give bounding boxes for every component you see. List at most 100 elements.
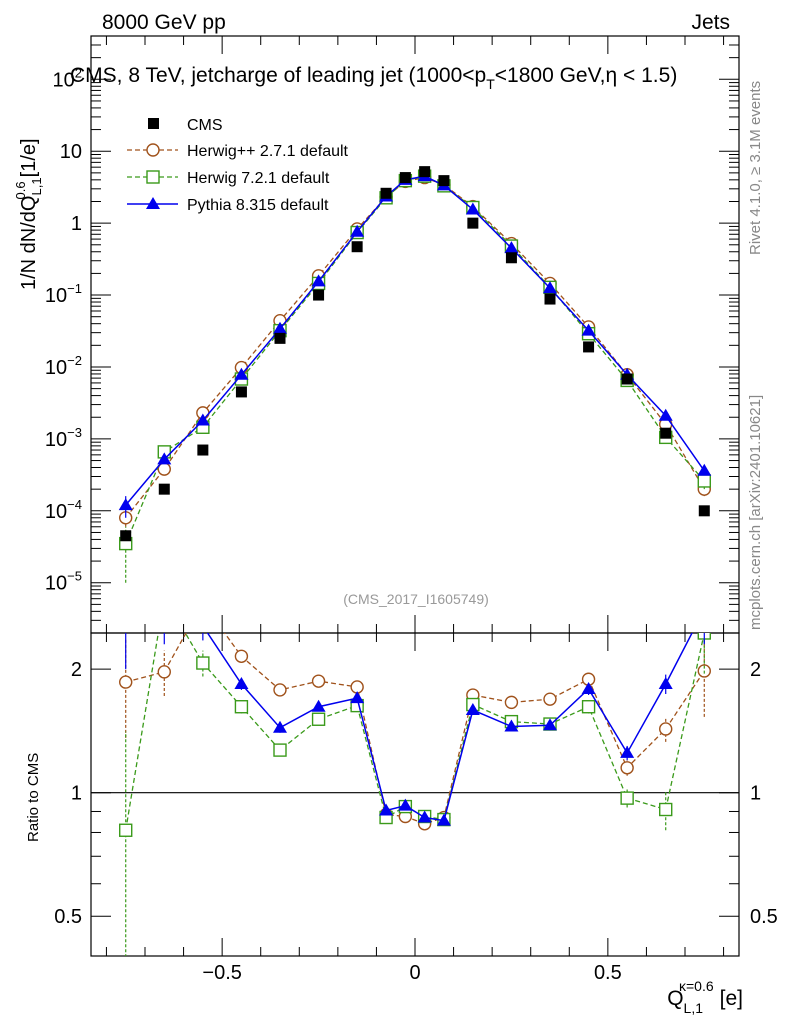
- main-cms-point: [158, 483, 170, 495]
- main-cms-point: [621, 373, 633, 385]
- main-pythia-point: [658, 408, 673, 421]
- ratio-herwigpp-point: [620, 761, 634, 775]
- plot-title: CMS, 8 TeV, jetcharge of leading jet (10…: [70, 64, 677, 92]
- ratio-herwigpp-point: [119, 675, 133, 689]
- x-axis-title: QL,1κ=0.6[e]: [667, 978, 743, 1016]
- ratio-herwigpp-point: [543, 692, 557, 706]
- ratio-herwig7-point: [311, 712, 326, 726]
- main-pythia-point: [465, 202, 480, 215]
- ratio-pythia-point: [436, 813, 451, 826]
- main-pythia-point: [543, 281, 557, 294]
- main-cms-point: [544, 293, 556, 305]
- ratio-pythia-point: [697, 602, 711, 614]
- main-cms-point: [438, 175, 450, 187]
- ratio-x-tick-label: 0.5: [594, 962, 622, 984]
- main-y-tick-label: 10−2: [45, 353, 82, 379]
- main-pythia-line: [125, 175, 705, 506]
- main-cms-point: [467, 217, 479, 229]
- legend-cms-marker: [148, 118, 159, 129]
- main-cms-point: [583, 341, 595, 353]
- legend-pythia-label: Pythia 8.315 default: [187, 197, 329, 214]
- ratio-pythia-point: [379, 803, 394, 816]
- main-cms-point: [505, 252, 517, 264]
- main-pythia-point: [697, 463, 712, 476]
- main-pythia-point: [311, 274, 326, 287]
- main-herwigpp-line: [125, 176, 705, 519]
- main-y-tick-label: 102: [53, 65, 82, 91]
- main-y-tick-label: 10−5: [45, 569, 82, 595]
- plot-title-prefix: CMS, 8 TeV, jetcharge of leading jet (10…: [70, 64, 486, 87]
- ratio-pythia-point: [417, 810, 432, 823]
- main-y-tick-label: 1: [71, 213, 82, 235]
- main-cms-point: [380, 187, 392, 199]
- ratio-axes: −0.5 0 0.5 0.5 0.5 1 1 2 2: [54, 633, 778, 984]
- ratio-pythia-point: [504, 719, 519, 732]
- ratio-pythia-point: [234, 677, 249, 690]
- legend-entry-herwigpp: Herwig++ 2.7.1 default: [127, 143, 349, 160]
- ratio-herwigpp-point: [157, 665, 171, 679]
- plot-title-suffix: <1800 GeV,η < 1.5): [495, 64, 678, 87]
- main-y-tick-label: 10−3: [45, 425, 82, 451]
- main-pythia-point: [157, 452, 172, 465]
- main-herwig7-line: [125, 175, 705, 544]
- main-axes: 10−5 10−4 10−3 10−2 10−1 1 10 102: [45, 35, 739, 634]
- ratio-herwigpp-point: [659, 722, 673, 736]
- ratio-herwigpp-point: [311, 674, 326, 688]
- main-y-tick-label: 10−1: [45, 281, 82, 307]
- ratio-y-tick-label: 1: [71, 783, 82, 805]
- ratio-herwigpp-point: [197, 597, 209, 609]
- main-cms-point: [313, 289, 325, 301]
- plot-title-sub: T: [486, 76, 495, 92]
- ratio-y-tick-label: 2: [71, 659, 82, 681]
- main-pythia-point: [581, 323, 596, 336]
- ratio-y-axis-title: Ratio to CMS: [25, 753, 42, 842]
- legend-herwig7-marker: [146, 170, 160, 184]
- legend-entry-cms: CMS: [148, 117, 223, 134]
- ratio-pythia-point: [196, 619, 210, 631]
- side-label-mcplots: mcplots.cern.ch [arXiv:2401.10621]: [747, 395, 764, 630]
- ratio-pythia-point: [658, 677, 673, 690]
- ratio-pythia-point: [311, 699, 326, 712]
- main-cms-point: [419, 166, 431, 178]
- ratio-pythia-point: [398, 798, 413, 811]
- main-y-tick-label: 10: [60, 141, 82, 163]
- ratio-y-tick-label: 0.5: [54, 906, 82, 928]
- ratio-pythia-point: [581, 681, 596, 694]
- legend-cms-label: CMS: [187, 117, 223, 134]
- main-pythia-point: [234, 367, 249, 380]
- ratio-herwig7-point: [119, 823, 133, 837]
- main-pythia-point: [195, 413, 210, 426]
- ratio-herwigpp-point: [234, 649, 249, 663]
- legend-pythia-marker: [146, 197, 160, 209]
- main-cms-point: [351, 241, 363, 253]
- ratio-y-tick-label-right: 0.5: [750, 906, 778, 928]
- main-cms-point: [120, 530, 132, 542]
- ratio-y-tick-label-right: 1: [750, 783, 761, 805]
- legend-entry-herwig7: Herwig 7.2.1 default: [127, 170, 330, 187]
- main-herwig7-point: [697, 474, 711, 488]
- ratio-herwig7-point: [234, 700, 249, 714]
- ratio-pythia-point: [465, 703, 480, 716]
- ratio-herwig7-point: [273, 743, 287, 757]
- main-cms-point: [235, 386, 247, 398]
- ratio-x-tick-label: −0.5: [202, 962, 241, 984]
- ratio-pythia-point: [620, 745, 635, 758]
- side-label-rivet: Rivet 4.1.0, ≥ 3.1M events: [747, 81, 764, 255]
- ratio-x-tick-label: 0: [409, 962, 420, 984]
- ratio-herwigpp-point: [273, 683, 287, 697]
- ratio-herwig7-point: [659, 802, 673, 817]
- main-series: [118, 166, 712, 583]
- ratio-pythia-line: [206, 633, 693, 822]
- ratio-herwigpp-point: [504, 695, 519, 710]
- legend-herwigpp-label: Herwig++ 2.7.1 default: [187, 143, 349, 160]
- legend: CMS Herwig++ 2.7.1 default Herwig 7.2.1 …: [127, 117, 349, 214]
- analysis-watermark: (CMS_2017_I1605749): [343, 591, 489, 607]
- main-cms-point: [399, 172, 411, 184]
- ratio-herwig7-point: [581, 700, 596, 714]
- main-cms-point: [274, 332, 286, 344]
- ratio-herwigpp-line: [125, 633, 705, 825]
- main-pythia-point: [504, 241, 519, 254]
- main-pythia-point: [350, 224, 365, 237]
- main-y-tick-label: 10−4: [45, 497, 82, 523]
